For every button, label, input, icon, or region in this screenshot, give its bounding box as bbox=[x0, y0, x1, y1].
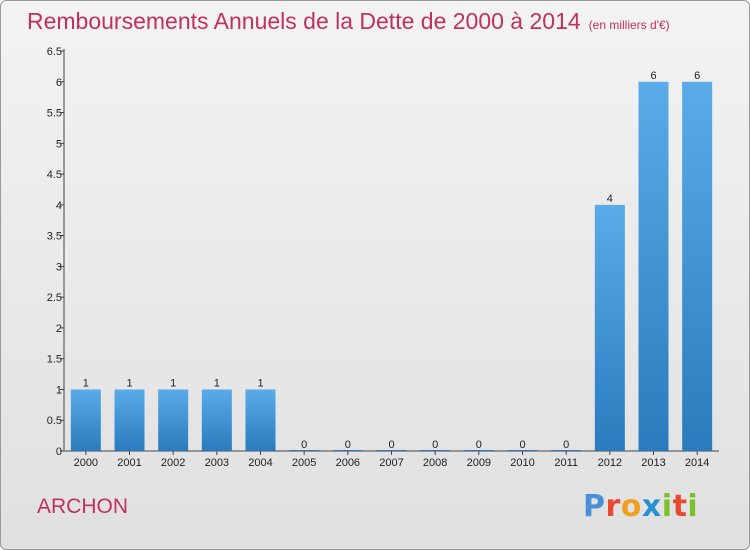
data-label: 0 bbox=[345, 439, 351, 451]
bar bbox=[201, 389, 232, 451]
data-label: 0 bbox=[432, 439, 438, 451]
x-tick-label: 2005 bbox=[292, 457, 316, 469]
unit-label: (en milliers d'€) bbox=[588, 18, 670, 32]
proxiti-logo[interactable]: Proxiti bbox=[583, 489, 698, 524]
bar bbox=[114, 389, 145, 451]
logo-letter: t bbox=[672, 489, 688, 524]
x-tick-label: 2010 bbox=[510, 457, 534, 469]
logo-letter: i bbox=[687, 489, 699, 524]
data-label: 0 bbox=[388, 439, 394, 451]
y-tick-label: 0 bbox=[56, 446, 62, 458]
logo-letter: o bbox=[620, 489, 642, 524]
data-label: 0 bbox=[301, 439, 307, 451]
bar bbox=[594, 204, 625, 451]
y-tick-label: 4 bbox=[56, 200, 62, 212]
y-tick-label: 1.5 bbox=[47, 354, 62, 366]
data-label: 0 bbox=[563, 439, 569, 451]
logo-letter: x bbox=[641, 489, 662, 524]
y-tick-label: 4.5 bbox=[47, 169, 62, 181]
bar bbox=[158, 389, 189, 451]
commune-name: ARCHON bbox=[37, 495, 129, 518]
y-tick-label: 1 bbox=[56, 384, 62, 396]
data-label: 0 bbox=[519, 439, 525, 451]
chart-title: Remboursements Annuels de la Dette de 20… bbox=[27, 8, 670, 35]
x-tick-label: 2014 bbox=[685, 457, 709, 469]
data-label: 1 bbox=[83, 377, 89, 389]
y-tick-label: 2 bbox=[56, 323, 62, 335]
y-tick-label: 6.5 bbox=[47, 46, 62, 58]
bar bbox=[245, 389, 276, 451]
x-tick-label: 2011 bbox=[554, 457, 578, 469]
x-tick-label: 2008 bbox=[423, 457, 447, 469]
logo-letter: r bbox=[605, 489, 621, 524]
y-tick-label: 6 bbox=[56, 77, 62, 89]
data-label: 4 bbox=[607, 193, 613, 205]
x-tick-label: 2013 bbox=[641, 457, 665, 469]
y-tick-label: 3.5 bbox=[47, 231, 62, 243]
bar bbox=[682, 81, 713, 452]
data-label: 1 bbox=[257, 377, 263, 389]
y-tick-label: 2.5 bbox=[47, 292, 62, 304]
x-tick-label: 2007 bbox=[379, 457, 403, 469]
y-tick-label: 5.5 bbox=[47, 108, 62, 120]
title-text: Remboursements Annuels de la Dette de 20… bbox=[27, 8, 581, 34]
data-label: 1 bbox=[126, 377, 132, 389]
x-tick-label: 2009 bbox=[467, 457, 491, 469]
x-tick-label: 2002 bbox=[161, 457, 185, 469]
logo-letter: i bbox=[661, 489, 673, 524]
y-tick-label: 5 bbox=[56, 138, 62, 150]
x-tick-label: 2006 bbox=[336, 457, 360, 469]
data-label: 0 bbox=[476, 439, 482, 451]
data-label: 1 bbox=[214, 377, 220, 389]
logo-letter: P bbox=[583, 489, 606, 524]
x-tick-label: 2012 bbox=[598, 457, 622, 469]
x-tick-label: 2001 bbox=[117, 457, 141, 469]
bar bbox=[70, 389, 101, 451]
data-label: 6 bbox=[694, 70, 700, 82]
data-label: 1 bbox=[170, 377, 176, 389]
x-tick-label: 2000 bbox=[74, 457, 98, 469]
data-label: 6 bbox=[650, 70, 656, 82]
y-tick-label: 0.5 bbox=[47, 415, 62, 427]
bar bbox=[638, 81, 669, 452]
y-tick-label: 3 bbox=[56, 261, 62, 273]
x-tick-label: 2003 bbox=[205, 457, 229, 469]
x-tick-label: 2004 bbox=[248, 457, 272, 469]
